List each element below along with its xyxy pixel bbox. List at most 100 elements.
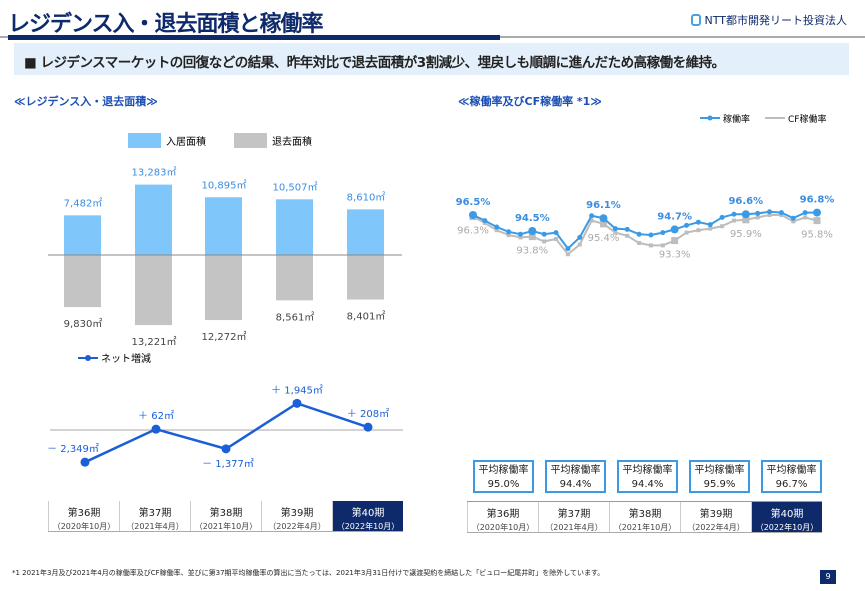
period-date: （2021年10月）	[613, 523, 677, 532]
legend-label-move-out: 退去面積	[272, 135, 312, 148]
period-name: 第39期	[280, 508, 314, 519]
occupancy-point	[565, 246, 571, 252]
move-out-bar	[135, 255, 172, 326]
period-date: （2021年10月）	[194, 522, 258, 531]
occupancy-point	[469, 211, 477, 219]
occupancy-point	[577, 234, 583, 240]
period-table-left: 第36期 （2020年10月） 第37期 （2021年4月） 第38期 （2021年10月…	[48, 501, 403, 532]
summary-banner: ■ レジデンスマーケットの回復などの結果、昨年対比で退去面積が3割減少、埋戻しも…	[14, 43, 849, 75]
occupancy-label: 96.6%	[728, 196, 763, 207]
occupancy-label: 96.5%	[456, 197, 491, 208]
period-date: （2020年10月）	[52, 522, 116, 531]
occupancy-point	[741, 210, 750, 219]
occupancy-point	[767, 209, 773, 215]
move-out-bar	[276, 255, 313, 301]
occupancy-point	[636, 231, 642, 237]
legend-label-occupancy: 稼働率	[723, 113, 750, 125]
occupancy-label: 94.5%	[515, 213, 550, 224]
occupancy-point	[589, 213, 595, 219]
move-out-bar	[64, 255, 101, 308]
occupancy-label: 96.1%	[586, 200, 621, 211]
move-out-label: 9,830㎡	[64, 318, 103, 330]
legend-swatch-move-in	[128, 133, 161, 148]
move-in-label: 10,895㎡	[202, 179, 247, 191]
company-logo: NTT都市開発リート投資法人	[690, 12, 847, 28]
occupancy-point	[553, 230, 559, 236]
net-label: ＋ 208㎡	[347, 408, 389, 420]
occupancy-point	[813, 208, 821, 217]
move-in-bar	[205, 197, 242, 255]
move-out-label: 8,401㎡	[347, 311, 386, 323]
cf-occupancy-point	[720, 224, 725, 229]
cf-occupancy-point	[684, 230, 689, 235]
cf-occupancy-point	[731, 218, 736, 223]
cf-occupancy-point	[755, 215, 760, 220]
period-cell: 第40期 （2022年10月）	[332, 501, 403, 531]
period-date: （2020年10月）	[471, 523, 535, 532]
logo-icon	[690, 14, 701, 26]
period-cell: 第38期 （2021年10月）	[609, 502, 680, 532]
move-in-label: 13,283㎡	[132, 167, 177, 179]
occupancy-point	[599, 214, 608, 223]
cf-occupancy-point	[542, 239, 547, 244]
cf-occupancy-label: 96.3%	[457, 226, 489, 237]
average-occupancy-box: 平均稼働率 95.0%	[473, 460, 534, 493]
logo-text: NTT都市開発リート投資法人	[704, 14, 847, 27]
net-point	[80, 457, 90, 467]
move-in-bar	[64, 215, 101, 255]
occupancy-point	[528, 227, 537, 235]
period-table-right: 第36期 （2020年10月） 第37期 （2021年4月） 第38期 （2021年10月…	[467, 501, 822, 533]
cf-occupancy-point	[637, 241, 642, 245]
average-occupancy-box: 平均稼働率 94.4%	[545, 460, 606, 493]
page-number: 9	[820, 570, 836, 584]
cf-occupancy-point	[589, 218, 594, 223]
legend-label-net: ネット増減	[101, 352, 151, 365]
occupancy-point	[778, 210, 784, 216]
period-date: （2022年4月）	[268, 522, 326, 531]
average-occupancy-boxes: 平均稼働率 95.0% 平均稼働率 94.4% 平均稼働率 94.4% 平均稼働率 95.9%…	[473, 460, 822, 493]
period-cell: 第38期 （2021年10月）	[190, 501, 261, 531]
occupancy-label: 94.7%	[657, 211, 692, 222]
move-in-bar	[347, 209, 384, 255]
occupancy-point	[612, 226, 618, 232]
occupancy-point	[506, 229, 512, 235]
cf-occupancy-point	[767, 213, 772, 217]
period-cell: 第39期 （2022年4月）	[261, 501, 332, 531]
legend-marker-net	[85, 355, 91, 361]
left-section-title: ≪レジデンス入・退去面積≫	[14, 95, 158, 108]
right-section-title: ≪稼働率及びCF稼働率 *1≫	[458, 95, 602, 108]
occupancy-point	[707, 222, 713, 228]
period-name: 第36期	[67, 508, 101, 519]
average-value: 95.9%	[703, 479, 736, 490]
cf-occupancy-point	[528, 233, 536, 241]
cf-occupancy-point	[803, 215, 808, 220]
cf-occupancy-point	[671, 237, 679, 245]
average-value: 94.4%	[559, 479, 592, 490]
net-point	[221, 444, 231, 454]
occupancy-point	[755, 210, 761, 216]
move-in-bar	[276, 199, 313, 255]
cf-occupancy-point	[554, 237, 559, 241]
title-underline	[8, 35, 500, 40]
net-point	[292, 398, 302, 408]
cf-occupancy-point	[577, 242, 582, 247]
period-name: 第37期	[138, 508, 172, 519]
period-name: 第37期	[557, 509, 591, 520]
cf-occupancy-label: 95.4%	[588, 233, 620, 244]
occupancy-point	[648, 232, 654, 238]
net-label: ＋ 62㎡	[138, 410, 174, 422]
cf-occupancy-label: 95.8%	[801, 230, 833, 241]
period-cell: 第40期 （2022年10月）	[751, 502, 822, 532]
occupancy-label: 96.8%	[800, 195, 835, 206]
cf-occupancy-label: 93.8%	[516, 246, 548, 257]
period-date: （2021年4月）	[545, 523, 603, 532]
period-name: 第38期	[628, 509, 662, 520]
legend-marker-occupancy	[707, 115, 713, 121]
cf-occupancy-point	[791, 219, 796, 224]
cf-occupancy-point	[696, 228, 701, 233]
occupancy-point	[624, 226, 630, 232]
page-title: レジデンス入・退去面積と稼働率	[8, 12, 324, 37]
average-label: 平均稼働率	[766, 465, 817, 476]
cf-occupancy-point	[565, 252, 570, 257]
